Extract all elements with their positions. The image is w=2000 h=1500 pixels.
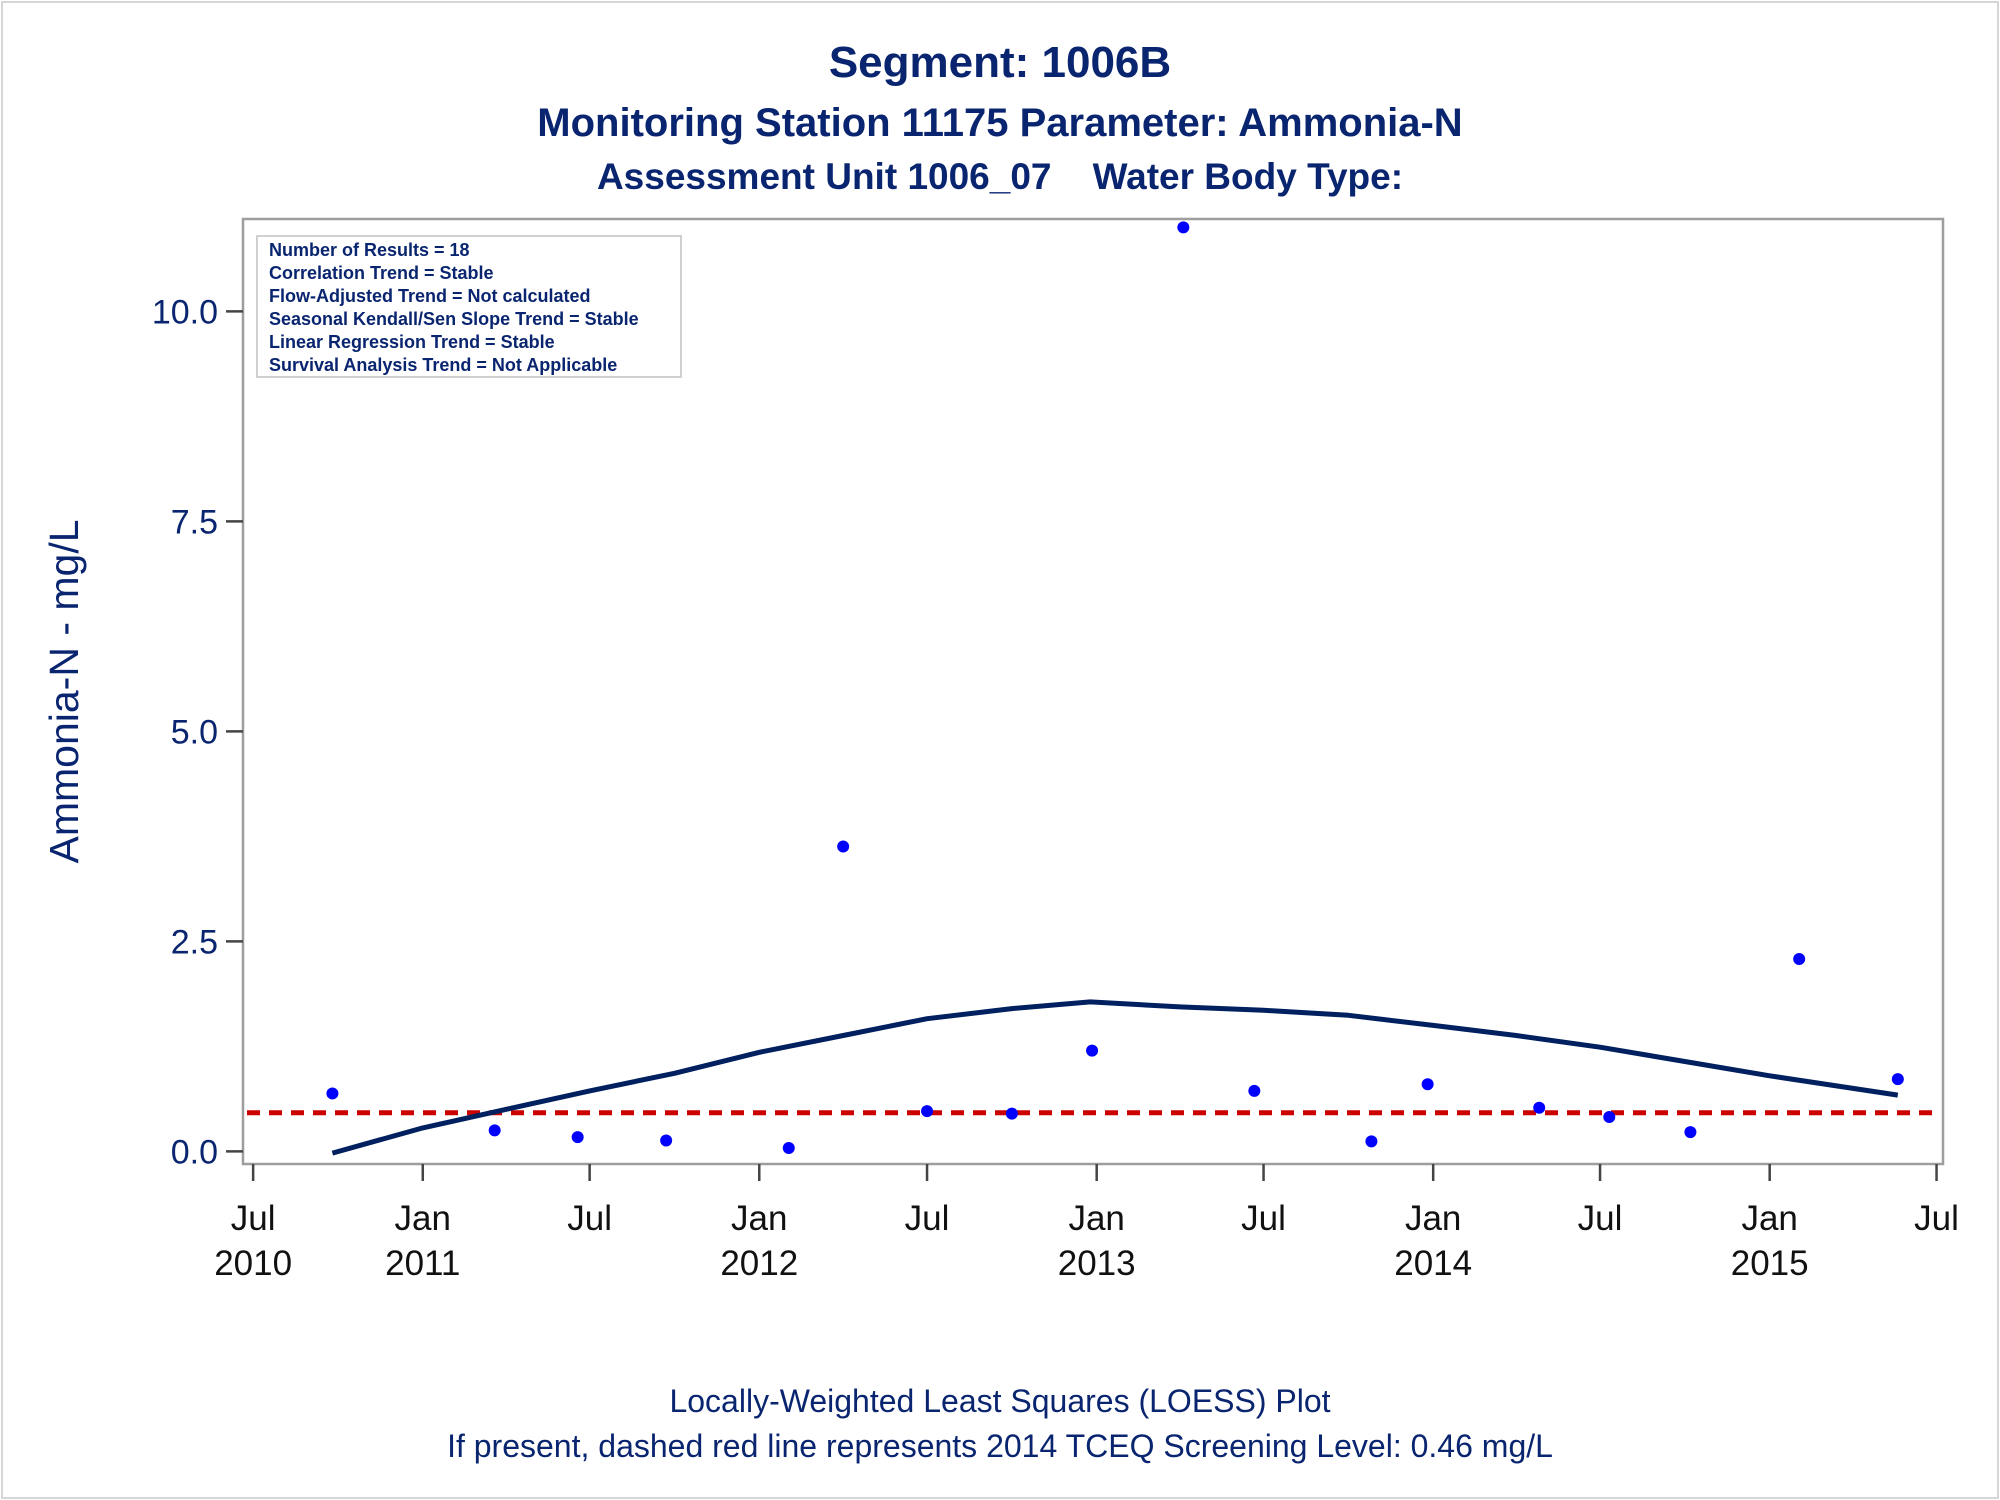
data-point bbox=[1793, 953, 1806, 966]
x-tick-label-year: 2014 bbox=[1394, 1244, 1472, 1283]
data-point bbox=[660, 1134, 673, 1147]
data-point bbox=[1177, 221, 1190, 234]
y-tick-label: 0.0 bbox=[171, 1133, 218, 1171]
x-tick-label-month: Jan bbox=[731, 1199, 787, 1238]
x-tick-label-month: Jan bbox=[395, 1199, 451, 1238]
chart-subtitle-2: Assessment Unit 1006_07 Water Body Type: bbox=[596, 156, 1404, 197]
x-tick-label-month: Jul bbox=[1241, 1199, 1286, 1238]
loess-curve bbox=[331, 999, 1899, 1156]
x-tick-label-month: Jan bbox=[1741, 1199, 1797, 1238]
trend-stat-line: Survival Analysis Trend = Not Applicable bbox=[269, 355, 617, 375]
footnote-screening-level: If present, dashed red line represents 2… bbox=[447, 1428, 1553, 1464]
x-tick-label-month: Jul bbox=[1578, 1199, 1623, 1238]
data-point bbox=[837, 840, 850, 853]
x-tick-label-month: Jul bbox=[1914, 1199, 1959, 1238]
data-point bbox=[1005, 1107, 1018, 1120]
x-tick-label-month: Jul bbox=[567, 1199, 612, 1238]
data-point bbox=[1248, 1084, 1261, 1097]
data-point bbox=[1603, 1110, 1616, 1123]
data-point bbox=[1533, 1101, 1546, 1114]
x-tick-label-month: Jul bbox=[231, 1199, 276, 1238]
y-tick-label: 7.5 bbox=[171, 503, 218, 541]
data-point bbox=[488, 1124, 501, 1137]
x-tick-label-month: Jan bbox=[1068, 1199, 1124, 1238]
data-point bbox=[1365, 1135, 1378, 1148]
data-point bbox=[1891, 1073, 1904, 1086]
trend-stat-line: Correlation Trend = Stable bbox=[269, 263, 494, 283]
data-point bbox=[571, 1131, 584, 1144]
trend-stats-box bbox=[256, 235, 682, 378]
trend-stat-line: Flow-Adjusted Trend = Not calculated bbox=[269, 286, 591, 306]
data-point bbox=[1421, 1078, 1434, 1091]
x-tick-label-month: Jul bbox=[905, 1199, 950, 1238]
chart-title: Segment: 1006B bbox=[828, 38, 1172, 87]
x-tick-label-year: 2011 bbox=[385, 1244, 460, 1283]
data-point bbox=[326, 1087, 339, 1100]
footnote-loess: Locally-Weighted Least Squares (LOESS) P… bbox=[669, 1383, 1331, 1419]
y-axis-label: Ammonia-N - mg/L bbox=[41, 519, 87, 863]
x-tick-label-year: 2012 bbox=[720, 1244, 798, 1283]
y-tick-label: 5.0 bbox=[171, 713, 218, 751]
chart-subtitle: Monitoring Station 11175 Parameter: Ammo… bbox=[537, 101, 1463, 145]
x-tick-label-year: 2015 bbox=[1731, 1244, 1809, 1283]
y-tick-label: 10.0 bbox=[152, 293, 218, 331]
plot-area bbox=[241, 217, 1945, 1166]
trend-stat-line: Seasonal Kendall/Sen Slope Trend = Stabl… bbox=[269, 309, 639, 329]
x-tick-label-year: 2010 bbox=[214, 1244, 292, 1283]
data-point bbox=[921, 1105, 934, 1118]
x-tick-label-year: 2013 bbox=[1058, 1244, 1136, 1283]
trend-stat-line: Linear Regression Trend = Stable bbox=[269, 332, 555, 352]
x-tick-label-month: Jan bbox=[1405, 1199, 1461, 1238]
y-tick-label: 2.5 bbox=[171, 923, 218, 961]
data-point bbox=[1086, 1044, 1099, 1057]
data-point bbox=[782, 1142, 795, 1155]
trend-stat-line: Number of Results = 18 bbox=[269, 240, 470, 260]
data-point bbox=[1684, 1126, 1697, 1139]
